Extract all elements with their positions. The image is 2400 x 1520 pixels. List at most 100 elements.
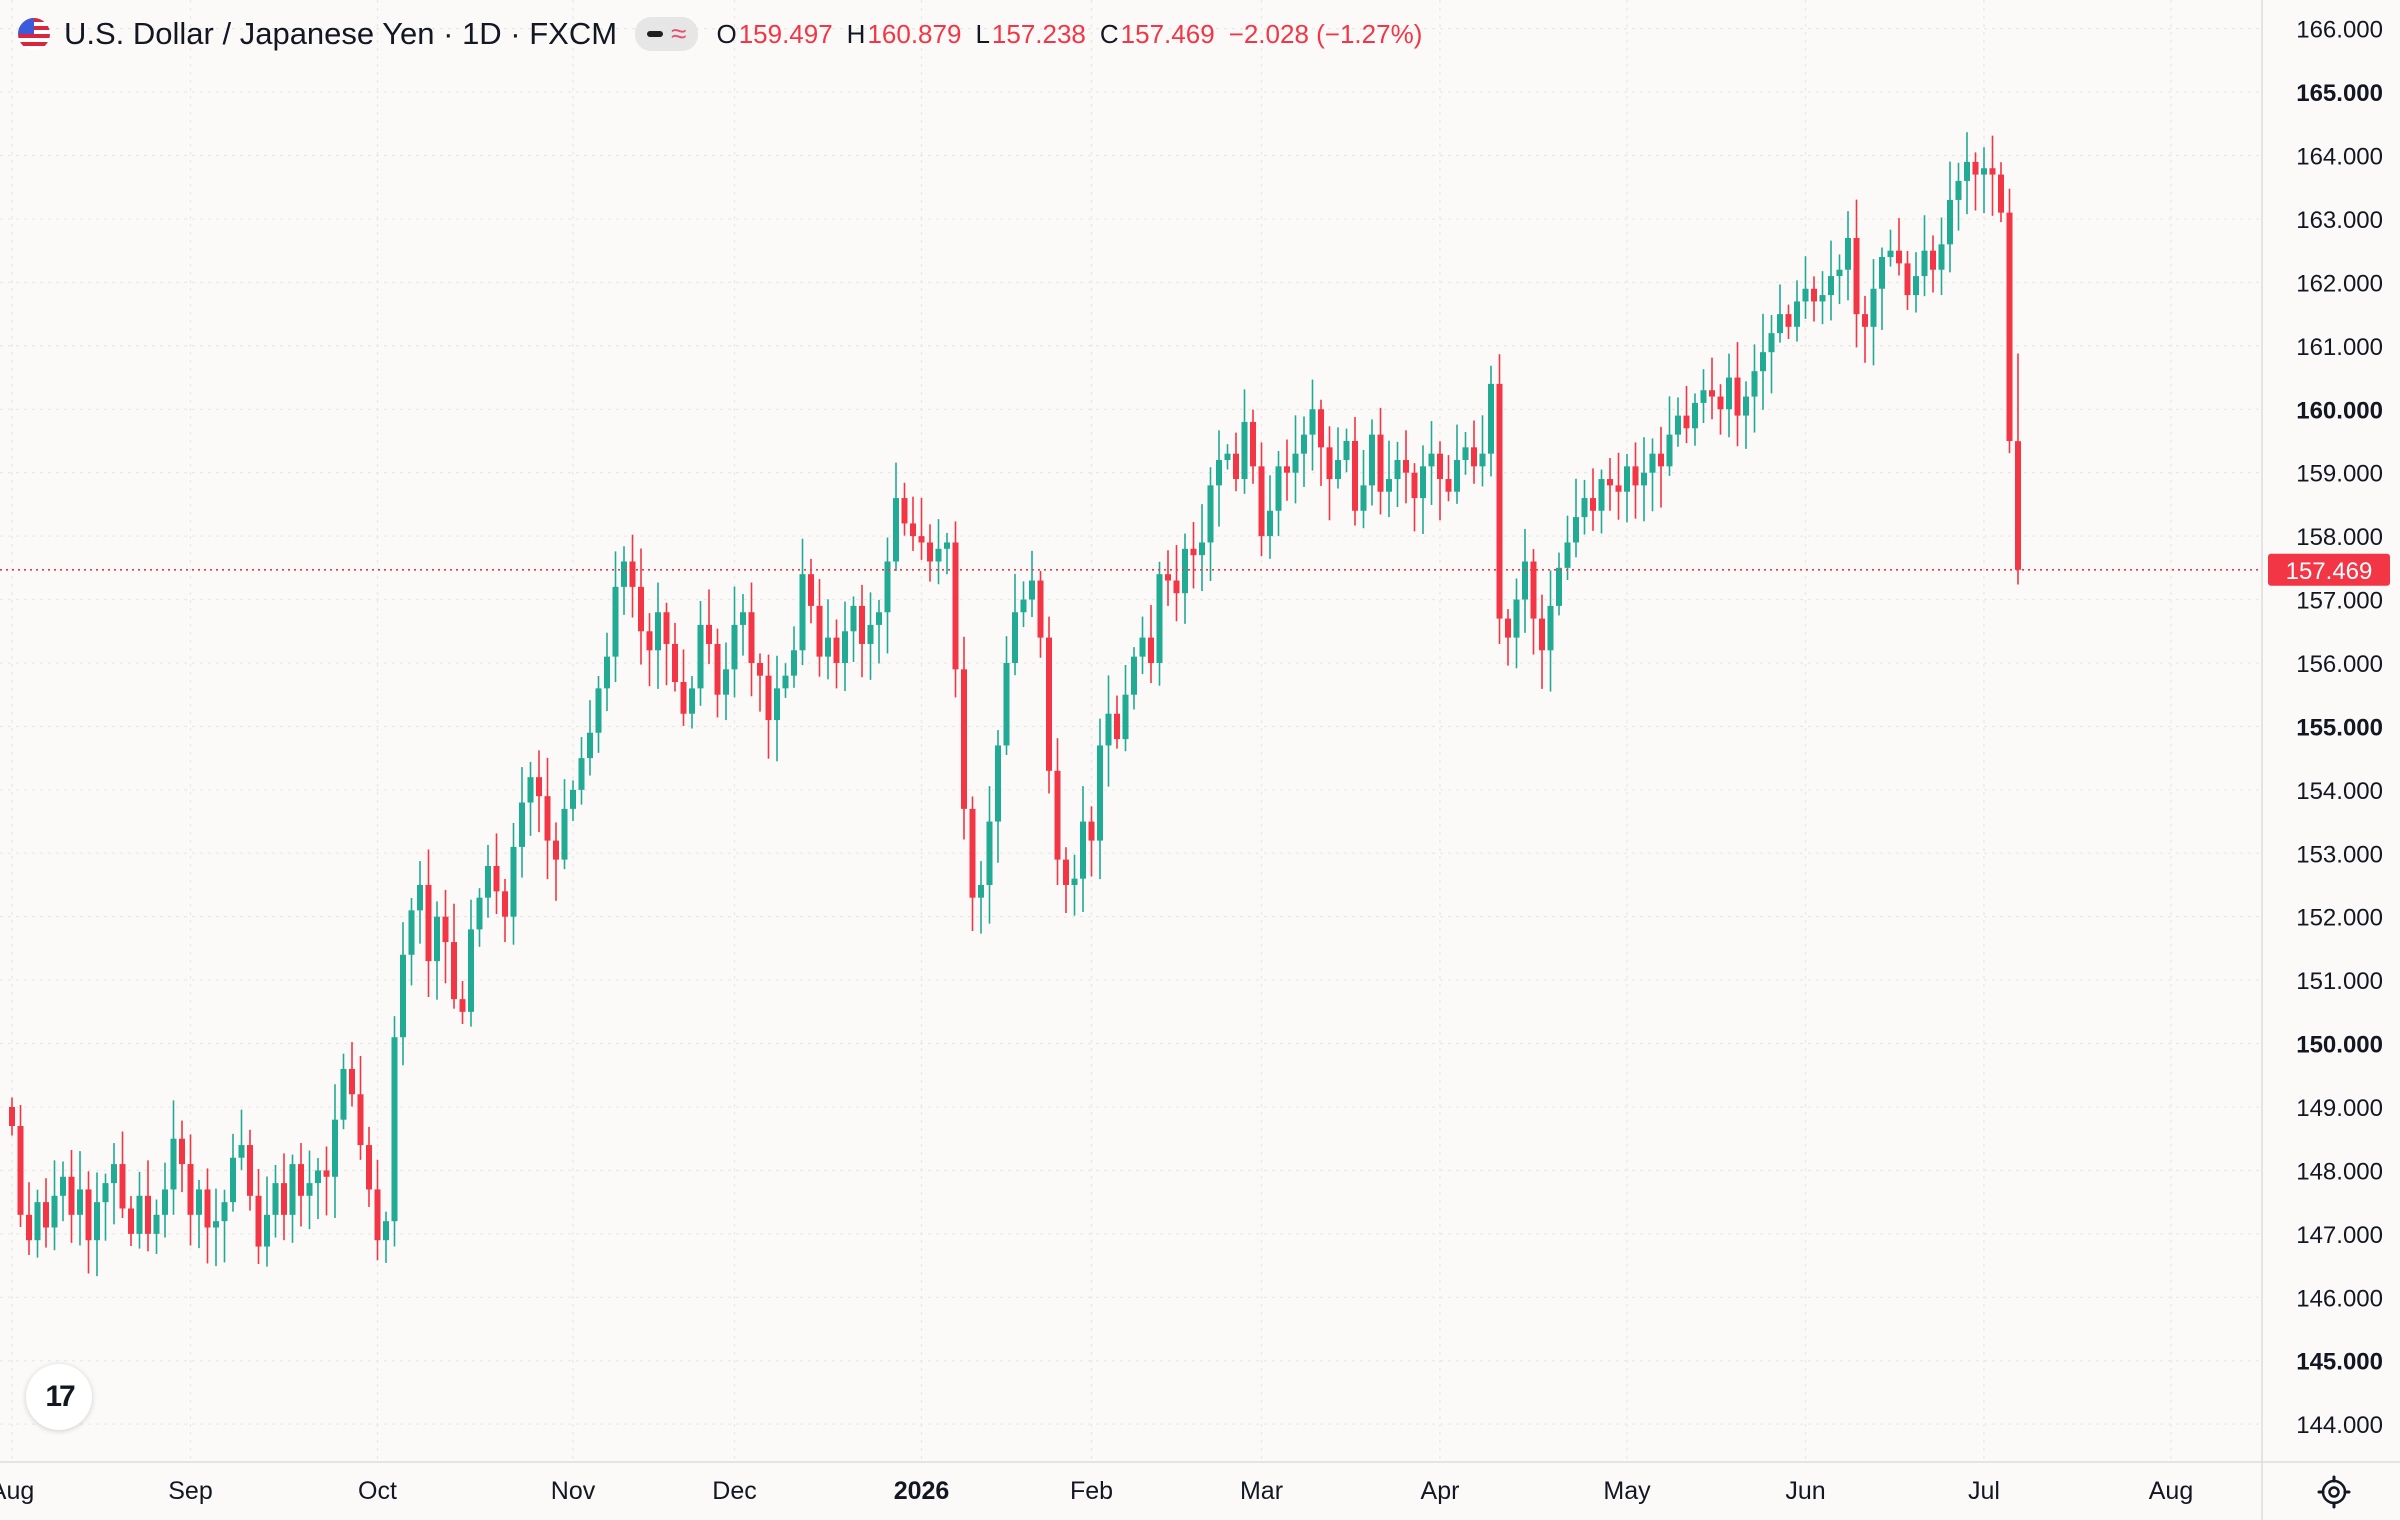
candle-body (1743, 396, 1749, 416)
candle-body (213, 1221, 219, 1228)
candle (842, 601, 848, 691)
candle-body (1046, 637, 1052, 771)
candle (1131, 647, 1137, 710)
candle-body (655, 612, 661, 651)
candle (621, 546, 627, 615)
candle-body (765, 675, 772, 721)
candle (493, 833, 500, 915)
candle (1012, 573, 1018, 676)
candle-body (1105, 713, 1112, 746)
last-price-marker: 157.469 (0, 553, 2390, 586)
candle (1122, 665, 1129, 752)
price-tick-label: 148.000 (2296, 1158, 2383, 1185)
candle (1615, 452, 1622, 520)
candle (1369, 419, 1375, 506)
candle (604, 632, 610, 712)
candle-body (1156, 574, 1163, 663)
candle (1649, 438, 1656, 512)
candle (1428, 421, 1435, 505)
candle (910, 496, 916, 551)
candle (1930, 235, 1936, 293)
candle (51, 1160, 58, 1251)
candle (1989, 135, 1996, 216)
candle (1777, 284, 1783, 343)
candle-body (578, 758, 585, 790)
candle (1097, 718, 1103, 880)
candle-body (510, 846, 517, 917)
candle-body (748, 612, 755, 663)
symbol-title[interactable]: U.S. Dollar / Japanese Yen · 1D · FXCM (64, 16, 618, 51)
price-axis[interactable]: 166.000 165.000 164.000 163.000 162.000 161.0… (2296, 17, 2383, 1439)
candle-body (281, 1183, 287, 1215)
candle (1972, 152, 1979, 211)
candle-body (1828, 276, 1834, 296)
candles (9, 132, 2021, 1277)
price-tick-label: 149.000 (2296, 1095, 2383, 1122)
candle-body (740, 612, 746, 625)
candle (1573, 478, 1579, 558)
candle (340, 1053, 347, 1130)
candle-body (1913, 276, 1919, 296)
candle (935, 519, 942, 585)
settings-gear-icon[interactable] (2314, 1472, 2354, 1512)
candle-body (162, 1189, 168, 1215)
candle (1088, 806, 1095, 877)
candle (1420, 445, 1426, 535)
candle (128, 1196, 134, 1247)
candle (43, 1178, 49, 1248)
price-tick-label: 152.000 (2296, 905, 2383, 932)
candle-body (910, 523, 916, 537)
indicator-badge[interactable]: ≈ (635, 17, 699, 51)
close-key: C (1099, 18, 1119, 49)
candle (1233, 432, 1239, 492)
change-value: −2.028 (−1.27%) (1228, 18, 1423, 49)
candle-body (1921, 250, 1928, 277)
candle (1241, 389, 1248, 494)
candle-body (1947, 199, 1953, 245)
candle-body (570, 789, 576, 809)
candle (587, 700, 593, 776)
candle (1029, 550, 1035, 617)
candle-body (799, 574, 806, 651)
candle (153, 1199, 160, 1254)
candle-body (1675, 415, 1681, 435)
candle-body (442, 916, 449, 943)
candle-body (825, 637, 831, 657)
compare-icon[interactable]: ≈ (671, 18, 687, 49)
candle (357, 1055, 364, 1160)
candle (1598, 469, 1605, 534)
candle-body (1564, 542, 1571, 568)
candle (162, 1162, 168, 1238)
candle-body (102, 1183, 109, 1203)
candle-body (1785, 314, 1792, 327)
candle (1199, 504, 1205, 592)
candle-body (1666, 434, 1673, 467)
candle (391, 1016, 398, 1247)
candle-body (867, 624, 874, 644)
candle (306, 1150, 313, 1230)
candle (876, 599, 882, 664)
price-tick-label: 147.000 (2296, 1222, 2383, 1249)
candle-body (1122, 694, 1129, 740)
candle (978, 861, 984, 934)
time-tick-label: Dec (712, 1477, 756, 1505)
candle (281, 1153, 287, 1241)
candle (1896, 218, 1902, 276)
candle-body (391, 1037, 398, 1222)
time-axis[interactable]: Aug Sep Oct Nov Dec 2026 Feb Mar Apr May Jun Jul Aug (0, 1477, 2193, 1505)
candle (578, 737, 585, 805)
candle-body (927, 542, 933, 562)
candle-body (1071, 878, 1078, 885)
candle-body (1658, 453, 1664, 467)
tradingview-logo-icon[interactable]: 17 (26, 1364, 92, 1430)
candle (901, 482, 908, 536)
candle (655, 582, 661, 689)
candle-body (1853, 238, 1860, 315)
hide-indicator-icon[interactable] (647, 31, 664, 37)
candle (476, 888, 483, 947)
candle-body (1318, 409, 1324, 448)
candle (1692, 393, 1698, 446)
candle (646, 613, 653, 687)
candle-body (842, 631, 848, 663)
